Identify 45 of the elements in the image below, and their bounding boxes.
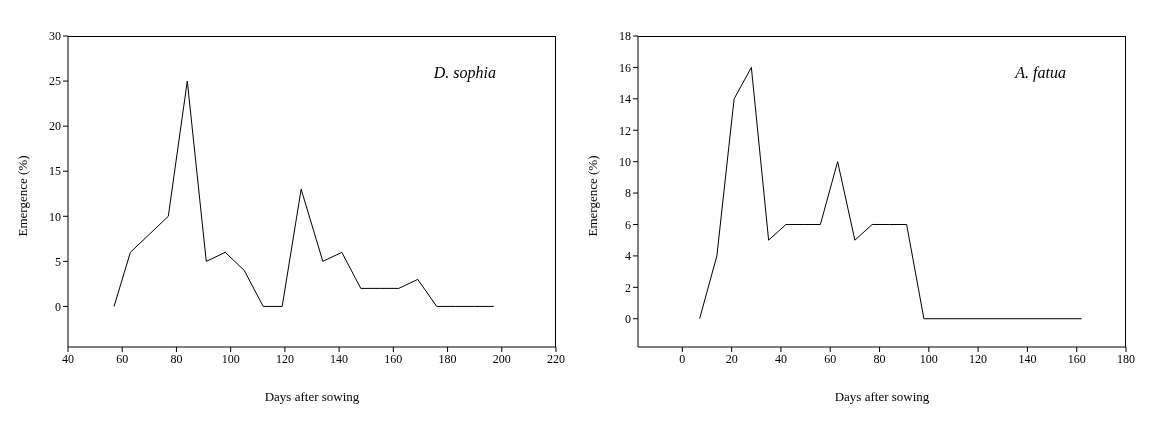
- x-tick-label: 40: [62, 351, 74, 366]
- y-tick-label: 0: [55, 299, 61, 314]
- y-tick-label: 30: [49, 29, 61, 44]
- x-tick-label: 140: [330, 351, 349, 366]
- y-tick-label: 4: [625, 249, 631, 264]
- y-tick-label: 20: [49, 119, 61, 134]
- x-tick-label: 140: [1018, 351, 1037, 366]
- x-tick-label: 200: [492, 351, 511, 366]
- y-tick-label: 18: [619, 29, 631, 44]
- x-tick-label: 120: [969, 351, 988, 366]
- line-series: [699, 66, 1083, 320]
- y-tick-label: 16: [619, 60, 631, 75]
- x-tick-label: 80: [170, 351, 183, 366]
- annotation: A. fatua: [1015, 64, 1066, 82]
- y-tick-label: 0: [625, 311, 631, 326]
- x-tick-label: 100: [919, 351, 938, 366]
- x-tick-label: 120: [275, 351, 294, 366]
- x-tick-label: 0: [679, 351, 686, 366]
- y-tick-label: 25: [49, 74, 61, 89]
- x-tick-label: 160: [1067, 351, 1086, 366]
- y-tick-label: 12: [619, 123, 631, 138]
- x-tick-label: 180: [1117, 351, 1135, 366]
- y-axis-title: Emergence (%): [584, 155, 600, 237]
- y-tick-label: 10: [619, 154, 631, 169]
- annotation: D. sophia: [433, 64, 496, 82]
- y-tick-label: 8: [625, 186, 631, 201]
- y-tick-label: 5: [55, 254, 61, 269]
- x-tick-label: 40: [774, 351, 787, 366]
- y-tick-label: 2: [625, 280, 631, 295]
- x-axis-title: Days after sowing: [834, 389, 930, 404]
- y-axis-title: Emergence (%): [14, 155, 30, 237]
- x-axis-title: Days after sowing: [264, 389, 360, 404]
- x-tick-label: 180: [438, 351, 457, 366]
- line-series: [113, 80, 495, 307]
- y-tick-label: 15: [49, 164, 61, 179]
- x-tick-label: 80: [873, 351, 886, 366]
- x-tick-label: 60: [824, 351, 837, 366]
- x-tick-label: 160: [384, 351, 403, 366]
- y-tick-label: 6: [625, 217, 631, 232]
- x-tick-label: 60: [116, 351, 129, 366]
- y-tick-label: 10: [49, 209, 61, 224]
- x-tick-label: 220: [547, 351, 565, 366]
- x-tick-label: 100: [221, 351, 240, 366]
- x-tick-label: 20: [725, 351, 738, 366]
- y-tick-label: 14: [619, 92, 631, 107]
